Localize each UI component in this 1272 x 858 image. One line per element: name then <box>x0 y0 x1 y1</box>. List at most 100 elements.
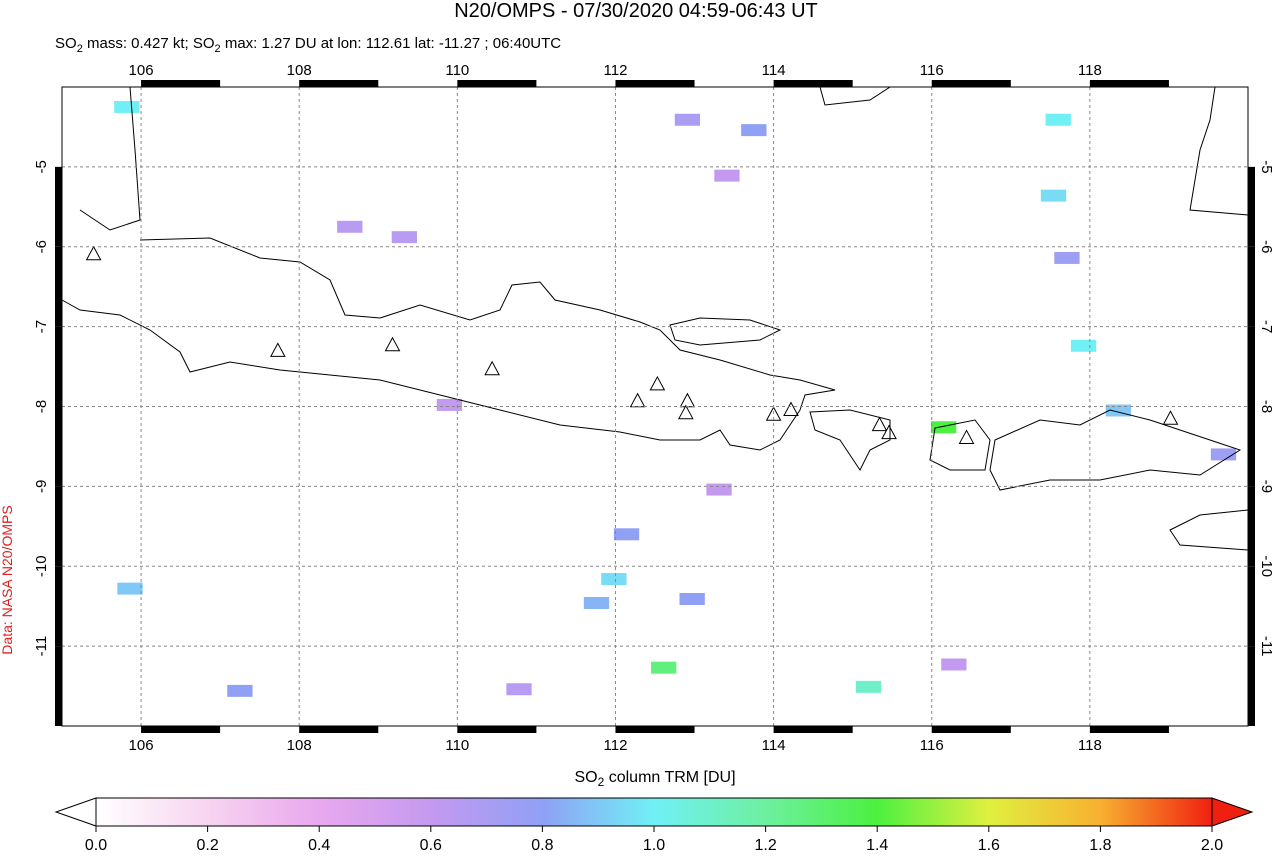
colorbar-label-part: column TRM [DU] <box>604 769 735 786</box>
so2-cell <box>741 124 767 137</box>
subtitle-part: max: 1.27 DU at lon: 112.61 lat: -11.27 … <box>221 35 562 52</box>
coast-sumatra <box>79 86 141 231</box>
so2-cell <box>1054 251 1080 264</box>
tick-bar <box>1248 166 1255 247</box>
tick-bar <box>773 80 853 87</box>
so2-cell <box>337 220 363 233</box>
volcano <box>783 401 799 416</box>
x-tick-label: 108 <box>287 737 312 754</box>
tick-bar <box>1248 566 1255 647</box>
so2-cell <box>651 661 677 674</box>
tick-bar <box>1089 80 1169 87</box>
x-tick-label: 112 <box>604 737 628 754</box>
volcano <box>649 375 666 391</box>
colorbar-tick-label: 2.0 <box>1201 837 1223 853</box>
tick-bar <box>299 726 379 733</box>
tick-bar <box>141 80 221 87</box>
colorbar-tick-label: 1.0 <box>643 837 665 853</box>
tick-bar <box>1248 326 1255 407</box>
volcano <box>629 392 646 408</box>
colorbar-tick-label: 0.8 <box>531 837 553 853</box>
y-tick-label: -11 <box>33 636 50 657</box>
y-tick-label: -11 <box>1258 636 1272 657</box>
volcano <box>677 404 694 420</box>
y-tick-label: -6 <box>1258 240 1272 253</box>
tick-bar <box>1248 486 1255 567</box>
colorbar-over-arrow <box>1211 797 1254 827</box>
so2-cell <box>114 100 140 113</box>
colorbar-label-part: SO <box>574 769 597 786</box>
coast-borneo <box>819 86 1249 216</box>
colorbar-tick-label: 1.2 <box>754 837 776 853</box>
y-tick-label: -8 <box>33 400 50 413</box>
y-tick-label: -9 <box>33 480 50 493</box>
cell-layer <box>85 100 1237 697</box>
so2-cell <box>714 169 740 182</box>
colorbar-tick-label: 1.6 <box>978 837 1000 853</box>
subtitle: SO2 mass: 0.427 kt; SO2 max: 1.27 DU at … <box>55 35 561 55</box>
volcano <box>384 336 401 352</box>
tick-bar <box>299 80 379 87</box>
tick-bar <box>457 80 537 87</box>
tick-bar <box>931 726 1011 733</box>
x-tick-label: 116 <box>920 737 944 754</box>
tick-bar <box>1248 406 1255 487</box>
volcano <box>270 342 286 357</box>
credit: Data: NASA N20/OMPS <box>0 505 15 654</box>
so2-cell <box>706 483 732 496</box>
tick-bar <box>55 406 62 487</box>
subtitle-part: mass: 0.427 kt; SO <box>83 35 215 52</box>
tick-bar <box>615 80 695 87</box>
so2-cell <box>1210 448 1237 461</box>
volcano <box>871 416 888 432</box>
colorbar <box>95 797 1213 827</box>
y-tick-label: -6 <box>33 240 50 253</box>
tick-bar <box>55 646 62 726</box>
tick-bar <box>931 80 1011 87</box>
tick-bar <box>55 166 62 247</box>
y-tick-label: -7 <box>1258 320 1272 333</box>
x-tick-label: 114 <box>762 737 786 754</box>
tick-bar <box>457 726 537 733</box>
colorbar-tick-label: 0.2 <box>196 837 218 853</box>
colorbar-tick-label: 1.8 <box>1089 837 1111 853</box>
tick-bar <box>55 486 62 567</box>
so2-cell <box>613 528 640 541</box>
x-tick-label: 108 <box>287 62 312 79</box>
y-tick-label: -5 <box>1258 160 1272 173</box>
y-tick-label: -7 <box>33 320 50 333</box>
so2-cell <box>930 421 957 434</box>
x-tick-label: 106 <box>129 62 154 79</box>
so2-cell <box>1045 113 1071 126</box>
colorbar-label: SO2 column TRM [DU] <box>574 769 735 789</box>
x-tick-label: 114 <box>762 62 786 79</box>
y-tick-label: -10 <box>1258 555 1272 577</box>
subtitle-sub: 2 <box>215 43 221 55</box>
tick-bar <box>1089 726 1169 733</box>
x-tick-label: 118 <box>1078 62 1102 79</box>
x-tick-label: 106 <box>129 737 154 754</box>
so2-cell <box>391 231 418 244</box>
so2-cell <box>436 398 463 411</box>
x-tick-label: 116 <box>920 62 944 79</box>
colorbar-label-sub: 2 <box>598 775 605 789</box>
title: N20/OMPS - 07/30/2020 04:59-06:43 UT <box>454 0 818 22</box>
so2-cell <box>1070 339 1097 352</box>
coast-sumba <box>1169 509 1249 551</box>
so2-cell <box>227 684 253 697</box>
tick-bar <box>141 726 221 733</box>
tick-bar <box>773 726 853 733</box>
coast-madura <box>669 317 782 346</box>
volcano <box>484 360 500 376</box>
so2-cell <box>1040 189 1067 202</box>
volcano <box>85 245 102 261</box>
so2-cell <box>117 582 143 595</box>
colorbar-tick-label: 0.6 <box>420 837 442 853</box>
subtitle-sub: 2 <box>77 43 83 55</box>
so2-cell <box>855 680 882 693</box>
colorbar-tick-label: 0.4 <box>308 837 330 853</box>
x-tick-label: 118 <box>1078 737 1102 754</box>
coast-bali <box>809 409 891 471</box>
